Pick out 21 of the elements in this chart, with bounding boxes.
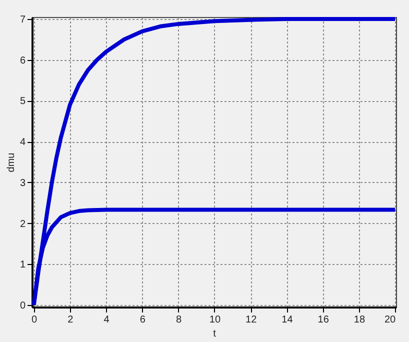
x-tick-label: 20 — [384, 314, 396, 326]
x-tick-label: 4 — [104, 314, 110, 326]
x-tick-label: 2 — [68, 314, 74, 326]
x-tick-label: 6 — [140, 314, 146, 326]
y-axis-title: dmu — [6, 152, 17, 172]
x-tick-label: 10 — [209, 314, 221, 326]
y-tick-label: 6 — [20, 55, 26, 66]
x-tick-label: 12 — [246, 314, 258, 326]
x-tick-label: 18 — [354, 314, 366, 326]
y-tick-label: 4 — [20, 137, 26, 148]
x-tick-label: 14 — [282, 314, 294, 326]
x-tick-label: 16 — [318, 314, 330, 326]
x-tick-label: 0 — [32, 314, 38, 326]
x-axis-title: t — [213, 328, 216, 340]
y-tick-label: 1 — [20, 260, 26, 271]
y-tick-label: 2 — [20, 218, 26, 230]
y-tick-label: 5 — [20, 96, 26, 108]
y-tick-label: 3 — [20, 178, 26, 189]
y-tick-label: 7 — [20, 14, 26, 26]
y-tick-label: 0 — [20, 300, 26, 312]
x-tick-label: 8 — [176, 314, 182, 326]
